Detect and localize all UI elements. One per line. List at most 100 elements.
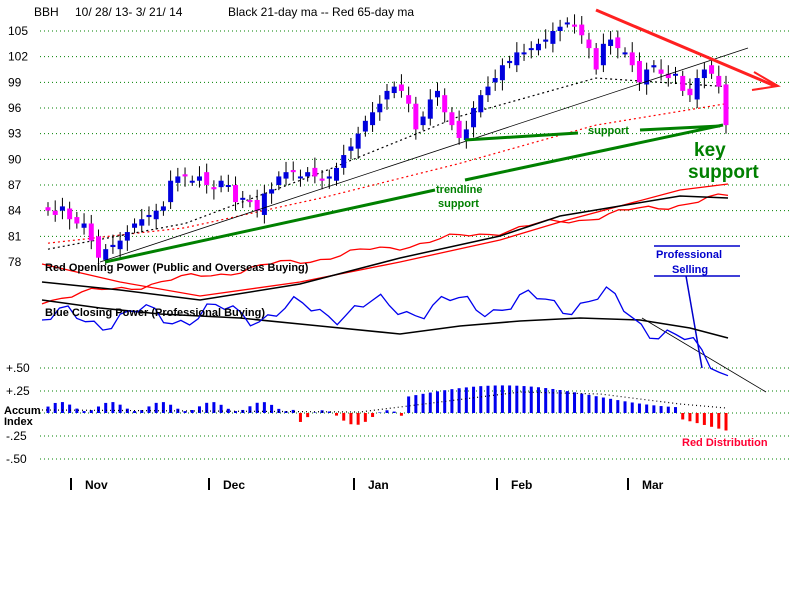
- accum-tick-labels: +.50 +.25 -.25 -.50: [6, 361, 30, 466]
- candle-body: [478, 95, 484, 113]
- candle-body: [572, 24, 578, 27]
- accum-bar: [486, 385, 490, 413]
- candle-body: [406, 95, 412, 104]
- accum-tick-label: -.50: [6, 452, 27, 466]
- y-tick-label: 90: [8, 152, 22, 166]
- candle-body: [420, 116, 426, 126]
- accum-bar: [630, 402, 634, 413]
- professional-label-line2: Selling: [672, 264, 708, 276]
- candle-body: [153, 210, 159, 220]
- accum-bar: [371, 413, 375, 417]
- professional-label-line1: Professional: [656, 249, 722, 261]
- accum-bar: [623, 401, 627, 413]
- accum-bar: [248, 406, 252, 413]
- candle-body: [334, 167, 340, 181]
- support-line-green: [464, 131, 579, 142]
- accum-bar: [573, 392, 577, 413]
- candle-body: [665, 73, 671, 79]
- candle-body: [175, 176, 181, 183]
- trendline-support-green: [104, 188, 436, 264]
- candle-body: [124, 232, 130, 241]
- accum-bar: [125, 408, 129, 413]
- candle-body: [694, 78, 700, 100]
- candle-body: [485, 86, 491, 96]
- accum-bar: [616, 400, 620, 413]
- candle-body: [434, 90, 440, 98]
- accum-bar: [414, 395, 418, 413]
- candle-body: [355, 133, 361, 149]
- key-support-line1: key: [694, 140, 726, 161]
- candle-body: [182, 174, 188, 177]
- closing-power-ma-black: [41, 299, 729, 339]
- accum-bar: [385, 410, 389, 413]
- accum-bar: [169, 404, 173, 413]
- candle-body: [514, 52, 520, 66]
- gridlines: [40, 30, 790, 460]
- accum-bar: [270, 404, 274, 413]
- accum-bar: [536, 387, 540, 413]
- closing-power-label: Blue Closing Power (Professional Buying): [45, 307, 265, 319]
- accum-bar: [392, 411, 396, 413]
- y-tick-label: 102: [8, 50, 28, 64]
- accum-tick-label: +.50: [6, 361, 30, 375]
- accum-bar: [306, 413, 310, 418]
- candle-body: [463, 129, 469, 141]
- accum-bar: [464, 387, 468, 413]
- candle-body: [644, 69, 650, 85]
- candle-body: [196, 176, 202, 181]
- accum-bar: [53, 402, 57, 413]
- candle-body: [370, 112, 376, 126]
- moving-averages: [47, 77, 727, 250]
- accum-bar: [587, 394, 591, 413]
- resistance-red: [595, 8, 776, 88]
- candle-body: [687, 88, 693, 96]
- candle-body: [586, 39, 592, 49]
- accum-bar: [710, 413, 714, 427]
- candle-body: [716, 75, 722, 87]
- candle-body: [680, 75, 686, 91]
- accum-bar: [529, 386, 533, 413]
- accum-bar: [558, 390, 562, 413]
- accum-ma: [41, 391, 727, 413]
- chart-legend: Black 21-day ma -- Red 65-day ma: [228, 5, 414, 19]
- accum-bar: [96, 406, 100, 413]
- x-month-labels: Nov Dec Jan Feb Mar: [70, 478, 664, 492]
- candle-body: [283, 172, 289, 179]
- candle-body: [442, 95, 448, 113]
- candle-body: [622, 52, 628, 55]
- accum-bar: [674, 407, 678, 413]
- candle-body: [319, 178, 325, 181]
- accum-index-label-line2: Index: [4, 416, 34, 428]
- candle-body: [211, 187, 217, 190]
- candle-body: [521, 52, 527, 55]
- opening-power-red: [41, 193, 729, 305]
- accum-bar: [544, 388, 548, 413]
- accum-bar: [46, 406, 50, 413]
- candle-body: [528, 48, 534, 51]
- candle-body: [449, 112, 455, 126]
- candle-body: [132, 223, 138, 228]
- accum-bar: [356, 413, 360, 425]
- candle-body: [348, 146, 354, 151]
- y-tick-label: 93: [8, 127, 22, 141]
- accum-index-label-line1: Accum: [4, 405, 41, 417]
- candle-body: [189, 180, 195, 183]
- ma-21-black: [47, 77, 727, 250]
- accum-bar: [154, 402, 158, 413]
- accum-bar: [313, 412, 317, 413]
- accum-bar: [659, 406, 663, 413]
- candle-body: [579, 24, 585, 36]
- accum-bar: [298, 413, 302, 422]
- accum-bar: [60, 402, 64, 413]
- candle-body: [593, 48, 599, 70]
- accum-bar: [378, 412, 382, 413]
- y-tick-label: 99: [8, 75, 22, 89]
- y-tick-label: 105: [8, 24, 28, 38]
- candle-body: [499, 65, 505, 81]
- month-label: Feb: [511, 478, 532, 492]
- accum-bar: [118, 404, 122, 413]
- accum-bar: [421, 393, 425, 413]
- accum-index-bars: [41, 385, 728, 431]
- y-tick-labels: 105 102 99 96 93 90 87 84 81 78: [8, 24, 28, 269]
